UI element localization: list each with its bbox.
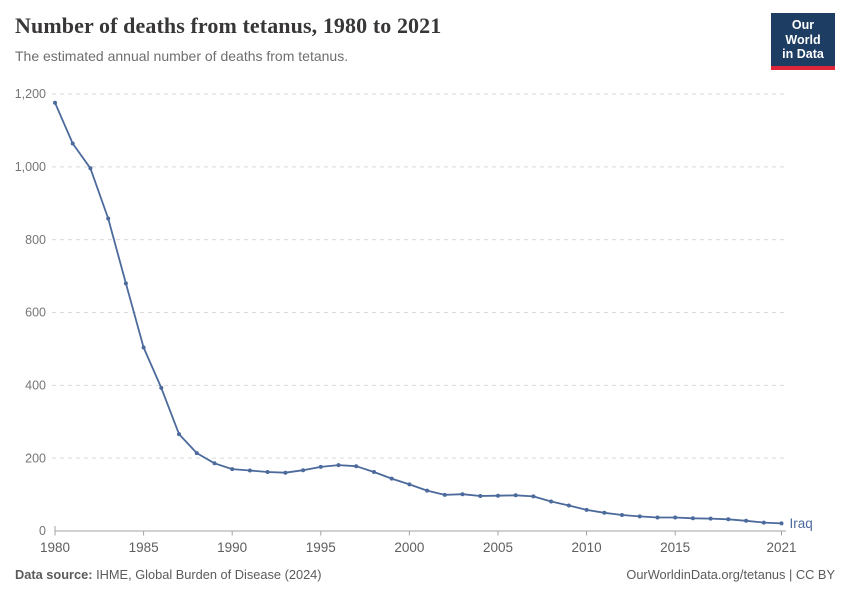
chart-header: Number of deaths from tetanus, 1980 to 2… <box>15 13 835 70</box>
data-points <box>53 100 784 526</box>
data-source-label: Data source: <box>15 567 93 582</box>
svg-text:1,000: 1,000 <box>15 160 46 174</box>
svg-text:400: 400 <box>25 379 46 393</box>
owid-logo[interactable]: Our World in Data <box>771 13 835 70</box>
x-axis-labels: 1980 1985 1990 1995 2000 2005 2010 2015 2021 <box>40 531 797 555</box>
svg-text:800: 800 <box>25 233 46 247</box>
svg-text:2021: 2021 <box>766 540 796 555</box>
y-axis-labels: 0 200 400 600 800 1,000 1,200 <box>15 87 46 538</box>
x-axis <box>54 526 786 532</box>
svg-text:1980: 1980 <box>40 540 70 555</box>
svg-text:1990: 1990 <box>217 540 247 555</box>
owid-logo-line1: Our World <box>785 18 821 47</box>
svg-text:2000: 2000 <box>394 540 424 555</box>
series-end-label: Iraq <box>790 516 813 531</box>
svg-text:1985: 1985 <box>129 540 159 555</box>
gridlines <box>52 93 786 459</box>
data-source-text: IHME, Global Burden of Disease (2024) <box>92 567 322 582</box>
svg-text:2005: 2005 <box>483 540 513 555</box>
svg-text:2015: 2015 <box>660 540 690 555</box>
svg-text:2010: 2010 <box>572 540 602 555</box>
chart-titles: Number of deaths from tetanus, 1980 to 2… <box>15 13 441 65</box>
owid-logo-line2: in Data <box>782 47 824 61</box>
svg-text:1,200: 1,200 <box>15 87 46 101</box>
series-iraq: Iraq <box>53 100 813 531</box>
svg-text:0: 0 <box>39 524 46 538</box>
series-line <box>54 101 783 525</box>
chart-subtitle: The estimated annual number of deaths fr… <box>15 48 349 65</box>
chart-footer: Data source: IHME, Global Burden of Dise… <box>15 567 835 584</box>
svg-text:1995: 1995 <box>306 540 336 555</box>
credit-link[interactable]: OurWorldinData.org/tetanus | CC BY <box>626 567 835 582</box>
data-source: Data source: IHME, Global Burden of Dise… <box>15 567 322 584</box>
svg-text:600: 600 <box>25 306 46 320</box>
svg-text:200: 200 <box>25 451 46 465</box>
chart-title: Number of deaths from tetanus, 1980 to 2… <box>15 13 442 38</box>
